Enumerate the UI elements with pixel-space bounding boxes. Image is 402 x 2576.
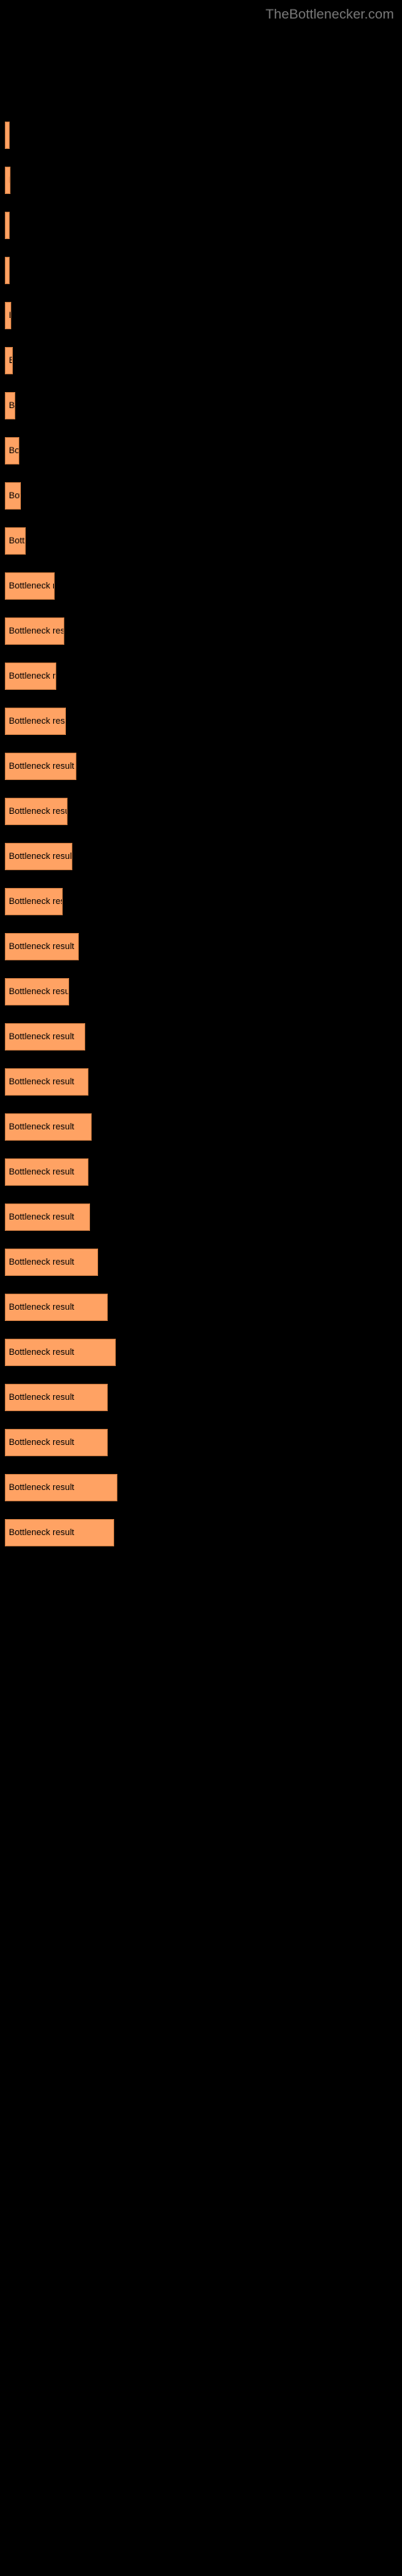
bar-row: Bottleneck result [5,428,402,473]
bar-label: Bottleneck result [9,1393,74,1402]
bar-row: Bottleneck result [5,564,402,608]
bar-row: Bottleneck result [5,1285,402,1329]
bar-row: Bottleneck result [5,1150,402,1194]
bar-label: Bottleneck result [9,311,11,320]
bar: Bottleneck result [5,347,13,374]
bar-label: Bottleneck result [9,536,26,546]
bar-label: Bottleneck result [9,852,72,861]
bar: Bottleneck result [5,798,68,825]
bar-row: Bottleneck result [5,1240,402,1284]
bar-label: Bottleneck result [9,401,15,411]
bar: Bottleneck result [5,257,10,284]
bar: Bottleneck result [5,302,11,329]
bar-row: Bottleneck result [5,383,402,427]
bar-row: Bottleneck result [5,293,402,337]
bar-row: Bottleneck result [5,1330,402,1374]
bar: Bottleneck result [5,1474,117,1501]
bar-label: Bottleneck result [9,491,21,501]
bar-row: Bottleneck result [5,969,402,1013]
bar-label: Bottleneck result [9,1167,74,1177]
bar-label: Bottleneck result [9,942,74,952]
bar: Bottleneck result [5,1203,90,1231]
bar: Bottleneck result [5,663,56,690]
bar: Bottleneck result [5,1384,108,1411]
bar: Bottleneck result [5,1113,92,1141]
bar-row: Bottleneck result [5,1059,402,1104]
bar-label: Bottleneck result [9,1257,74,1267]
bar-label: Bottleneck result [9,266,10,275]
bar-row: Bottleneck result [5,744,402,788]
bar-row: Bottleneck result [5,1014,402,1059]
bar-row: Bottleneck result [5,654,402,698]
bar-label: Bottleneck result [9,1212,74,1222]
bar-label: Bottleneck result [9,446,19,456]
bar-label: Bottleneck result [9,897,63,906]
bar-label: Bottleneck result [9,221,10,230]
bar: Bottleneck result [5,933,79,960]
bar-label: Bottleneck result [9,1077,74,1087]
bar: Bottleneck result [5,753,76,780]
bar: Bottleneck result [5,843,72,870]
bar-label: Bottleneck result [9,356,13,365]
bar: Bottleneck result [5,708,66,735]
bar-row: Bottleneck result [5,924,402,968]
bar: Bottleneck result [5,1429,108,1456]
bar-label: Bottleneck result [9,130,10,140]
bar-row: Bottleneck result [5,248,402,292]
bar-row: Bottleneck result [5,879,402,923]
watermark-text: TheBottlenecker.com [265,6,394,23]
bar: Bottleneck result [5,978,69,1005]
bar-row: Bottleneck result [5,1195,402,1239]
bar: Bottleneck result [5,1249,98,1276]
bar-label: Bottleneck result [9,807,68,816]
bar: Bottleneck result [5,527,26,555]
bar-row: Bottleneck result [5,699,402,743]
bar-row: Bottleneck result [5,158,402,202]
bar-label: Bottleneck result [9,762,74,771]
bar-label: Bottleneck result [9,987,69,997]
bar-label: Bottleneck result [9,1032,74,1042]
bar: Bottleneck result [5,888,63,915]
bar-label: Bottleneck result [9,626,64,636]
bar-label: Bottleneck result [9,1438,74,1447]
bar-label: Bottleneck result [9,175,10,185]
bar-row: Bottleneck result [5,1375,402,1419]
bar: Bottleneck result [5,212,10,239]
bar: Bottleneck result [5,1068,88,1096]
bar-row: Bottleneck result [5,1510,402,1554]
bar-row: Bottleneck result [5,1104,402,1149]
bar-label: Bottleneck result [9,671,56,681]
bar: Bottleneck result [5,1519,114,1546]
bar: Bottleneck result [5,437,19,464]
bar-label: Bottleneck result [9,581,55,591]
bar: Bottleneck result [5,167,10,194]
bar-label: Bottleneck result [9,716,66,726]
bar: Bottleneck result [5,122,10,149]
bar-row: Bottleneck result [5,834,402,878]
bar: Bottleneck result [5,1294,108,1321]
bar-row: Bottleneck result [5,338,402,382]
bar-row: Bottleneck result [5,789,402,833]
bar-row: Bottleneck result [5,1420,402,1464]
bar-label: Bottleneck result [9,1528,74,1538]
bar: Bottleneck result [5,617,64,645]
bar-label: Bottleneck result [9,1302,74,1312]
bar-row: Bottleneck result [5,203,402,247]
bar: Bottleneck result [5,482,21,510]
bar-row: Bottleneck result [5,518,402,563]
bar-row: Bottleneck result [5,1465,402,1509]
bar: Bottleneck result [5,1339,116,1366]
bar: Bottleneck result [5,392,15,419]
bar-label: Bottleneck result [9,1348,74,1357]
bar: Bottleneck result [5,1158,88,1186]
bar-row: Bottleneck result [5,113,402,157]
bar-row: Bottleneck result [5,609,402,653]
bar: Bottleneck result [5,572,55,600]
bar-chart: Bottleneck result Bottleneck result Bottle… [0,0,402,1554]
bar-label: Bottleneck result [9,1122,74,1132]
bar: Bottleneck result [5,1023,85,1051]
bar-label: Bottleneck result [9,1483,74,1492]
bar-row: Bottleneck result [5,473,402,518]
